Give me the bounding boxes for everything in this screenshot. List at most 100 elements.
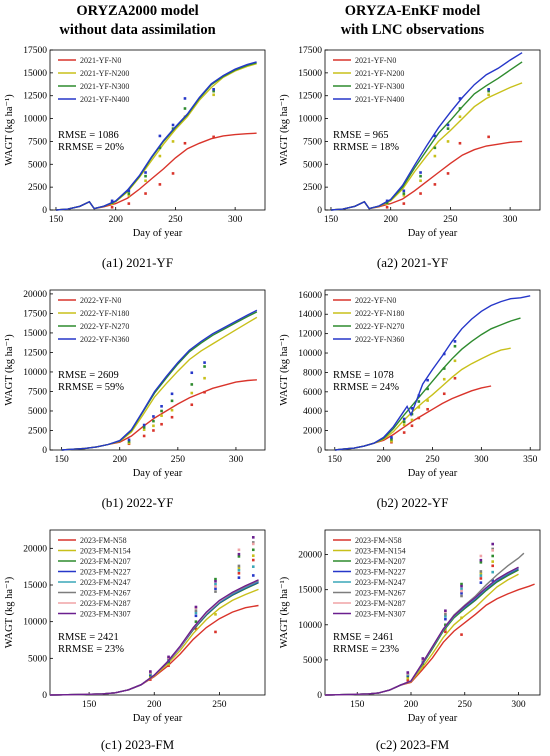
observation-point [190,391,194,395]
chart-b2: 150 200 250 300 350 0 2000 4000 6000 8000 10000 120… [279,289,541,479]
observation-point [203,365,206,368]
y-tick-label: 10000 [23,618,47,628]
observation-point [479,554,483,558]
observation-point [402,192,406,195]
caption-c1: (c1) 2023-FM [100,737,175,752]
legend-label: 2021-YF-N0 [80,56,121,65]
left-header-line-1: ORYZA2000 model [76,3,199,19]
plot-frame [324,529,541,696]
legend-label: 2021-YF-N300 [80,82,129,91]
panel-a2: 150 200 250 300 0 2500 5000 7500 10000 12500 15000… [275,42,550,242]
y-tick-label: 17500 [23,46,47,56]
observation-point [170,399,174,403]
x-axis-label: Day of year [133,713,183,724]
plot-frame [49,49,266,211]
observation-point [460,594,463,598]
observation-point [453,344,457,348]
caption-a2: (a2) 2021-YF [376,255,449,270]
x-tick-label: 300 [503,215,518,225]
observation-point [194,614,198,618]
observation-point [487,135,490,139]
observation-point [142,423,146,427]
legend-label: 2022-YF-N180 [80,309,129,318]
series-line [324,566,519,696]
observation-point [433,183,437,186]
y-tick-label: 5000 [303,656,322,666]
stat-label: RMSE = 1086 [58,130,119,141]
observation-point [251,565,255,568]
y-tick-label: 17500 [23,309,47,319]
observation-point [237,576,241,579]
observation-point [170,392,174,396]
observation-point [442,392,446,396]
x-axis-label: Day of year [408,468,458,479]
y-tick-label: 15000 [298,69,322,79]
legend-label: 2023-FM-N247 [80,578,131,587]
legend-label: 2021-YF-N400 [355,95,404,104]
observation-point [144,179,147,183]
observation-point [149,678,152,681]
observation-point [444,630,447,634]
x-tick-label: 150 [49,215,64,225]
chart-c2: 150 200 250 300 0 5000 10000 15000 20000 Day of y… [279,529,541,724]
legend-label: 2021-YF-N0 [355,56,396,65]
observation-point [149,670,152,673]
observation-point [479,560,483,564]
observation-point [237,555,241,558]
y-tick-label: 0 [42,691,47,701]
observation-point [212,135,215,139]
observation-point [444,617,447,621]
legend-label: 2022-YF-N0 [355,296,396,305]
observation-point [214,590,217,593]
legend-label: 2023-FM-N287 [355,599,406,608]
observation-point [194,605,198,609]
observation-point [251,548,255,552]
observation-point [385,199,389,203]
y-axis-label: WAGT (kg ha⁻¹) [4,334,15,406]
y-tick-label: 12500 [23,92,47,102]
observation-point [214,587,217,590]
observation-point [144,171,147,174]
legend-label: 2023-FM-N154 [355,547,406,556]
x-axis-label: Day of year [133,228,183,239]
caption-c2: (c2) 2023-FM [375,737,450,752]
observation-point [251,536,255,539]
y-tick-label: 5000 [28,407,47,417]
x-tick-label: 250 [212,700,227,710]
legend-label: 2023-FM-N154 [80,547,131,556]
x-tick-label: 150 [54,455,69,465]
observation-point [419,174,422,178]
observation-point [487,89,490,93]
observation-point [203,390,206,394]
observation-point [212,93,215,97]
stat-label: RRMSE = 23% [58,644,124,655]
observation-point [171,140,175,143]
right-column-header: ORYZA-EnKF model with LNC observations [275,2,550,40]
observation-point [237,552,241,556]
observation-point [237,571,241,575]
y-tick-label: 2500 [28,183,47,193]
y-tick-label: 4000 [303,407,322,417]
legend-label: 2023-FM-N227 [355,568,406,577]
y-tick-label: 0 [42,206,47,216]
y-tick-label: 5000 [28,654,47,664]
observation-point [144,192,147,195]
y-tick-label: 15000 [23,69,47,79]
observation-point [237,569,241,572]
observation-point [214,585,217,588]
observation-point [167,662,170,666]
observation-point [171,172,175,175]
observation-point [453,359,457,363]
panel-c2: 150 200 250 300 0 5000 10000 15000 20000 Day of y… [275,522,550,727]
stat-label: RMSE = 2609 [58,370,119,381]
x-axis-label: Day of year [133,468,183,479]
observation-point [167,664,170,667]
observation-point [127,438,131,442]
observation-point [426,407,429,411]
y-axis-label: WAGT (kg ha⁻¹) [279,576,290,648]
observation-point [214,613,217,616]
observation-point [417,416,421,420]
x-tick-label: 250 [443,215,458,225]
legend-label: 2023-FM-N307 [80,610,131,619]
observation-point [152,429,155,432]
